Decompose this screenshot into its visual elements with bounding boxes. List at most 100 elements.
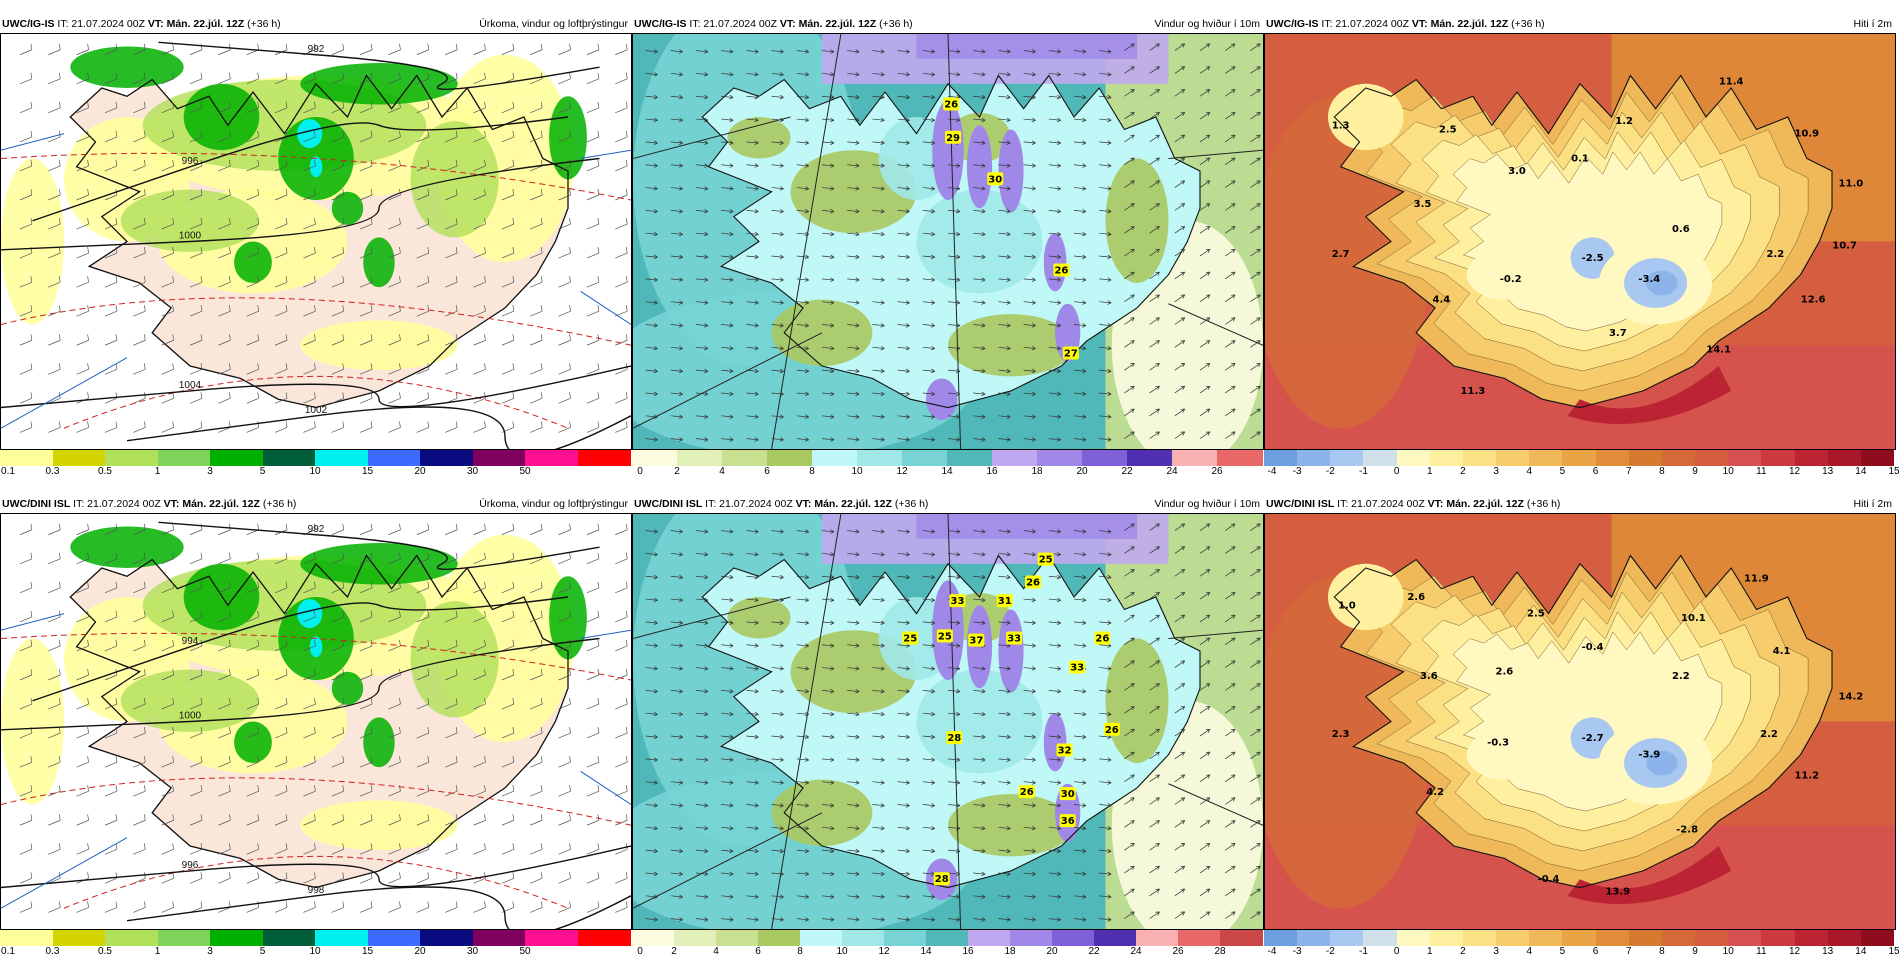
wind-arrow xyxy=(1199,271,1211,280)
wind-arrow xyxy=(821,826,834,829)
wind-barb xyxy=(501,732,514,739)
wind-arrow-head xyxy=(1056,186,1061,191)
wind-arrow-head xyxy=(905,117,910,123)
wind-barb xyxy=(586,427,600,433)
colorbar-label: 2 xyxy=(1460,466,1466,477)
wind-arrow-head xyxy=(1155,888,1160,893)
precip-light xyxy=(300,320,458,371)
colorbar-label: 6 xyxy=(755,946,761,957)
wind-arrow xyxy=(872,210,885,212)
wind-arrow-head xyxy=(704,414,709,419)
valid-label: VT: xyxy=(163,498,183,510)
wind-barb-flag xyxy=(87,305,89,312)
wind-barb xyxy=(161,107,174,114)
wind-arrow xyxy=(998,324,1011,327)
wind-arrow xyxy=(1149,385,1160,394)
wind-arrow xyxy=(947,73,960,75)
wind-barb xyxy=(189,848,203,855)
wind-barb xyxy=(615,223,628,230)
wind-arrow xyxy=(1174,385,1185,394)
wind-arrow-head xyxy=(1082,94,1087,100)
wind-arrow-head xyxy=(754,711,759,717)
wind-arrow xyxy=(645,644,658,647)
wind-arrow-head xyxy=(1006,803,1011,808)
wind-barb xyxy=(19,165,33,172)
wind-barb-flag xyxy=(455,159,458,167)
wind-arrow-head xyxy=(1231,134,1236,139)
wind-barb-flag xyxy=(143,552,146,559)
wind-arrow-head xyxy=(1256,546,1261,551)
wind-barb xyxy=(133,165,146,172)
colorbar-swatch xyxy=(947,450,993,466)
wind-barb xyxy=(19,368,33,375)
wind-arrow xyxy=(1073,50,1086,53)
wind-arrow-head xyxy=(1205,317,1211,322)
wind-arrow xyxy=(1073,644,1086,647)
wind-arrow xyxy=(645,690,658,692)
wind-barb xyxy=(530,732,543,739)
wind-arrow-head xyxy=(1056,780,1061,785)
wind-barb xyxy=(76,339,89,346)
wind-barb xyxy=(48,819,61,826)
wind-arrow-head xyxy=(678,643,683,648)
wind-arrow xyxy=(771,872,784,875)
wind-arrow xyxy=(1048,95,1061,98)
colorbar-labels: -4 -3 -2 -1 0 1 2 3 4 5 6 7 8 9 10 11 12 13 14 15 xyxy=(1264,946,1900,958)
wind-barb xyxy=(218,310,231,317)
wind-barb-flag xyxy=(314,610,316,617)
wind-arrow-head xyxy=(1130,248,1135,253)
wind-arrow-head xyxy=(754,437,759,442)
wind-barb xyxy=(445,281,458,288)
wind-barb xyxy=(473,732,486,739)
wind-barb xyxy=(473,427,486,433)
wind-barb xyxy=(359,790,373,797)
precip-heavy xyxy=(331,671,364,705)
wind-arrow xyxy=(670,667,683,670)
wind-arrow-head xyxy=(880,574,885,580)
wind-barb xyxy=(530,310,543,317)
gust-value-box xyxy=(1094,631,1111,645)
wind-barb-flag xyxy=(512,843,515,850)
colorbar-label: 3 xyxy=(207,946,213,957)
gust-value-box xyxy=(1103,722,1120,736)
wind-barb-flag xyxy=(484,639,486,647)
wind-arrow xyxy=(1099,438,1112,441)
wind-arrow-head xyxy=(804,254,809,260)
wind-barb xyxy=(19,907,33,913)
wind-barb xyxy=(76,529,89,536)
wind-arrow-head xyxy=(1130,774,1135,779)
wind-barb xyxy=(331,427,344,433)
wind-arrow xyxy=(771,781,784,784)
wind-arrow-head xyxy=(981,94,986,100)
wind-barb-flag xyxy=(30,217,33,225)
colorbar-swatch xyxy=(1094,930,1137,946)
colorbar-label: 18 xyxy=(1004,946,1016,957)
wind-barb-flag xyxy=(370,552,373,559)
wind-barb-flag xyxy=(58,72,61,79)
wind-arrow-head xyxy=(1130,660,1135,665)
wind-barb xyxy=(19,398,33,404)
wind-arrow xyxy=(695,346,708,349)
wind-arrow xyxy=(1149,523,1160,531)
colorbar-swatch xyxy=(1297,930,1331,946)
wind-barb xyxy=(445,587,458,594)
wind-barb xyxy=(416,339,429,346)
wind-arrow xyxy=(1023,255,1036,258)
wind-barb-flag xyxy=(399,727,401,734)
gust-value: 25 xyxy=(1039,555,1053,566)
wind-barb-flag xyxy=(172,217,174,225)
wind-barb-flag xyxy=(484,392,486,399)
wind-arrow-head xyxy=(1205,751,1211,756)
model-name: UWC/DINI ISL xyxy=(2,498,71,510)
wind-arrow-head xyxy=(779,689,784,694)
gust-value: 30 xyxy=(988,174,1002,185)
wind-arrow xyxy=(1048,210,1061,212)
wind-arrow-head xyxy=(981,803,986,808)
wind-arrow-head xyxy=(905,529,910,534)
gust-value-box xyxy=(943,97,960,111)
wind-barb-flag xyxy=(143,43,146,50)
wind-barb xyxy=(246,252,259,259)
wind-barb-flag xyxy=(342,901,345,908)
init-time: IT: 21.07.2024 00Z xyxy=(1334,498,1428,510)
isobar-label: 994 xyxy=(182,636,199,647)
